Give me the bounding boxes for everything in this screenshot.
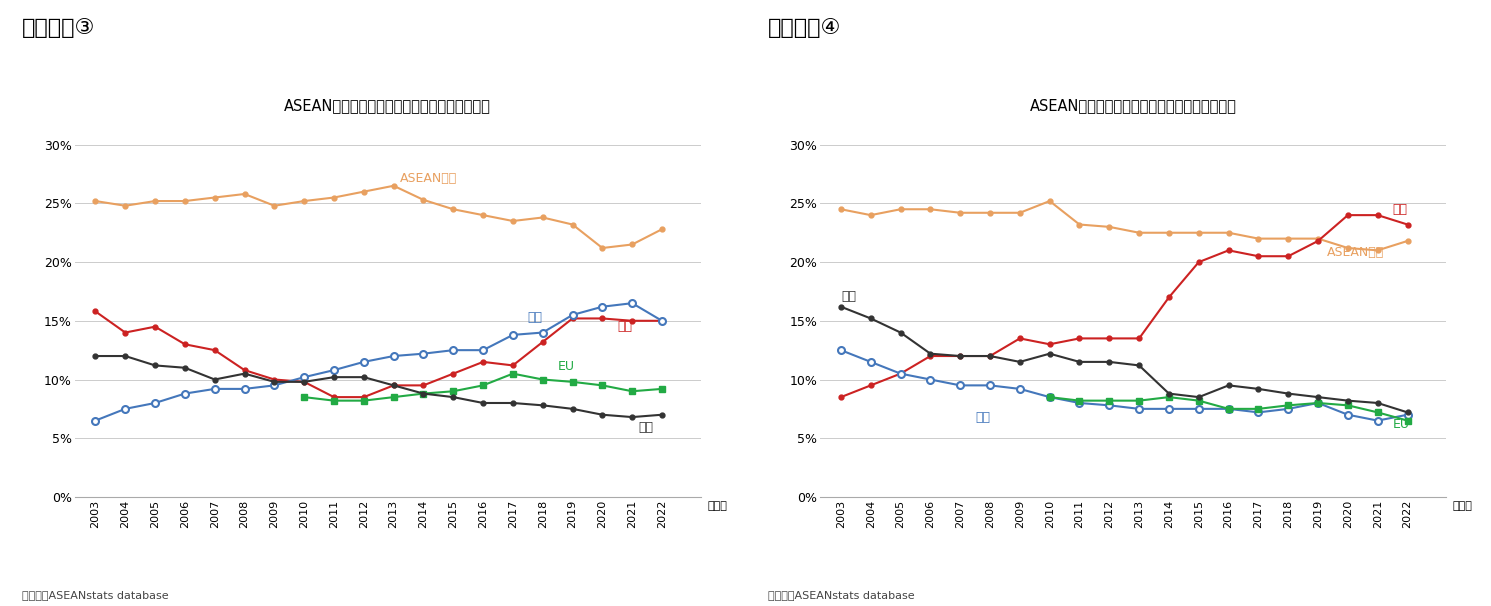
Text: 中国: 中国 — [1393, 203, 1408, 216]
Text: （資料）ASEANstats database: （資料）ASEANstats database — [22, 590, 168, 600]
Text: 図表８－④: 図表８－④ — [768, 18, 841, 38]
Text: EU: EU — [558, 360, 574, 373]
Text: EU: EU — [1393, 418, 1409, 431]
Text: 米国: 米国 — [528, 311, 543, 324]
Text: ASEAN域内: ASEAN域内 — [1327, 246, 1384, 259]
Text: （資料）ASEANstats database: （資料）ASEANstats database — [768, 590, 914, 600]
Text: 中国: 中国 — [617, 320, 632, 333]
Text: （年）: （年） — [707, 501, 728, 511]
Text: ASEAN域内: ASEAN域内 — [400, 172, 456, 185]
Text: 米国: 米国 — [975, 411, 990, 424]
Text: 図表８－③: 図表８－③ — [22, 18, 95, 38]
Text: 日本: 日本 — [638, 421, 653, 434]
Text: 日本: 日本 — [841, 290, 856, 302]
Title: ASEANの輸入総額に占める地域別シェアの推移: ASEANの輸入総額に占める地域別シェアの推移 — [1030, 98, 1236, 113]
Title: ASEANの輸出総額に占める地域別シェアの推移: ASEANの輸出総額に占める地域別シェアの推移 — [285, 98, 491, 113]
Text: （年）: （年） — [1452, 501, 1473, 511]
